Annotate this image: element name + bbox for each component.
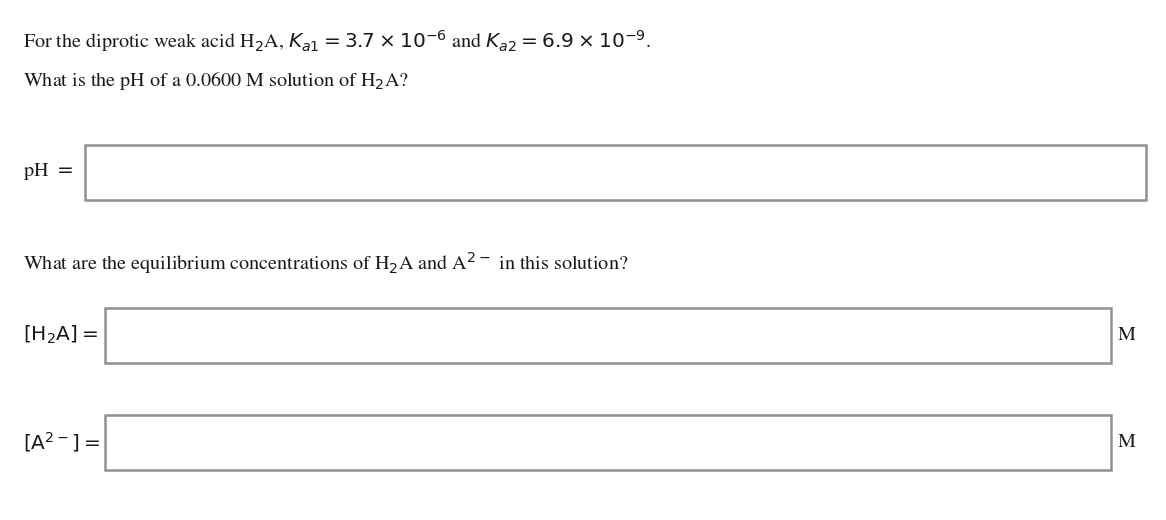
Text: M: M	[1118, 434, 1136, 450]
Text: M: M	[1118, 327, 1136, 344]
FancyBboxPatch shape	[85, 145, 1146, 200]
FancyBboxPatch shape	[105, 307, 1111, 362]
Text: pH $=$: pH $=$	[23, 162, 73, 183]
Text: For the diprotic weak acid H$_2$A, $K_{a1} = 3.7 \times 10^{-6}$ and $K_{a2} = 6: For the diprotic weak acid H$_2$A, $K_{a…	[23, 28, 651, 54]
Text: $[\mathrm{H_2A}] =$: $[\mathrm{H_2A}] =$	[23, 324, 98, 346]
Text: $[\mathrm{A^{2-}}] =$: $[\mathrm{A^{2-}}] =$	[23, 430, 100, 454]
Text: What is the pH of a 0.0600 M solution of H$_2$A?: What is the pH of a 0.0600 M solution of…	[23, 70, 409, 92]
FancyBboxPatch shape	[105, 414, 1111, 470]
Text: What are the equilibrium concentrations of H$_2$A and A$^{2-}$ in this solution?: What are the equilibrium concentrations …	[23, 250, 628, 276]
